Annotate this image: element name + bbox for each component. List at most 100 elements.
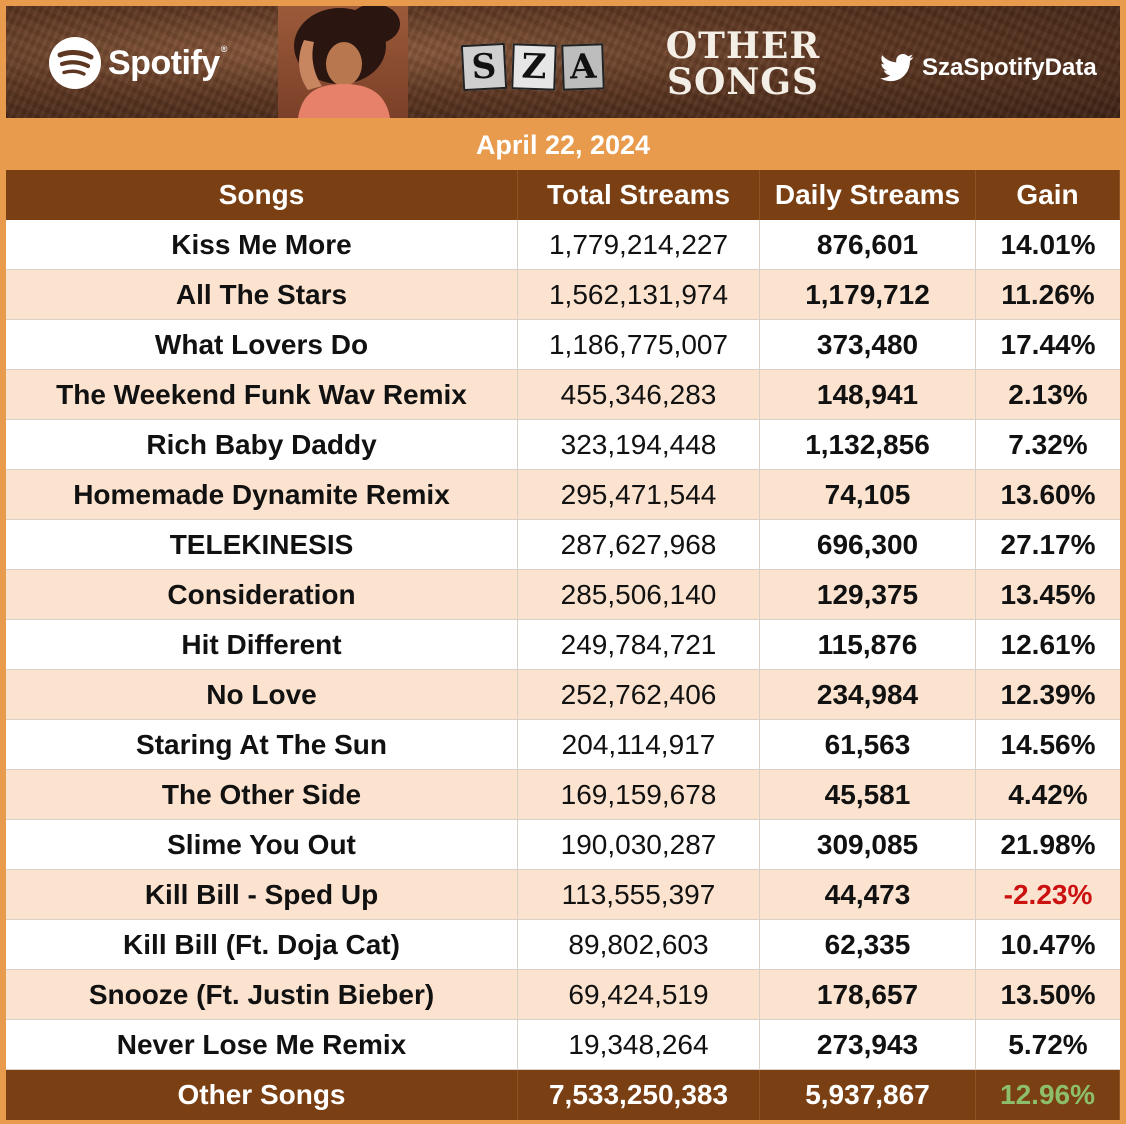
gain-cell: 12.39%	[976, 670, 1120, 720]
daily-streams-cell: 234,984	[760, 670, 976, 720]
total-streams-cell: 1,562,131,974	[518, 270, 760, 320]
column-header-gain: Gain	[976, 170, 1120, 220]
daily-streams-cell: 373,480	[760, 320, 976, 370]
artist-silhouette	[294, 6, 400, 118]
song-cell: Homemade Dynamite Remix	[6, 470, 518, 520]
table-row: Rich Baby Daddy 323,194,448 1,132,856 7.32%	[6, 420, 1120, 470]
gain-cell: 21.98%	[976, 820, 1120, 870]
banner-title: OTHER SONGS	[656, 28, 830, 100]
sza-logo: S Z A	[460, 42, 605, 92]
daily-streams-cell: 148,941	[760, 370, 976, 420]
daily-streams-cell: 1,132,856	[760, 420, 976, 470]
table-row: Kiss Me More 1,779,214,227 876,601 14.01%	[6, 220, 1120, 270]
daily-streams-cell: 129,375	[760, 570, 976, 620]
gain-cell: 14.56%	[976, 720, 1120, 770]
song-cell: Kill Bill (Ft. Doja Cat)	[6, 920, 518, 970]
daily-streams-cell: 115,876	[760, 620, 976, 670]
logo-letter-a: A	[561, 43, 605, 91]
daily-streams-cell: 273,943	[760, 1020, 976, 1070]
gain-cell: 2.13%	[976, 370, 1120, 420]
table-row: Kill Bill (Ft. Doja Cat) 89,802,603 62,335…	[6, 920, 1120, 970]
twitter-handle: SzaSpotifyData	[922, 54, 1097, 81]
daily-streams-cell: 62,335	[760, 920, 976, 970]
spotify-wordmark: Spotify®	[108, 43, 227, 82]
gain-cell: -2.23%	[976, 870, 1120, 920]
table-row: Staring At The Sun 204,114,917 61,563 14.56…	[6, 720, 1120, 770]
song-cell: No Love	[6, 670, 518, 720]
footer-song: Other Songs	[6, 1070, 518, 1120]
total-streams-cell: 190,030,287	[518, 820, 760, 870]
column-header-daily-streams: Daily Streams	[760, 170, 976, 220]
total-streams-cell: 1,779,214,227	[518, 220, 760, 270]
gain-cell: 27.17%	[976, 520, 1120, 570]
song-cell: Never Lose Me Remix	[6, 1020, 518, 1070]
total-streams-cell: 249,784,721	[518, 620, 760, 670]
gain-cell: 13.45%	[976, 570, 1120, 620]
gain-cell: 4.42%	[976, 770, 1120, 820]
song-cell: The Weekend Funk Wav Remix	[6, 370, 518, 420]
table-row: Consideration 285,506,140 129,375 13.45%	[6, 570, 1120, 620]
logo-letter-s: S	[460, 42, 508, 92]
footer-daily-streams: 5,937,867	[760, 1070, 976, 1120]
daily-streams-cell: 309,085	[760, 820, 976, 870]
table-row: Kill Bill - Sped Up 113,555,397 44,473 -2.2…	[6, 870, 1120, 920]
banner-title-line2: SONGS	[666, 61, 819, 103]
gain-cell: 17.44%	[976, 320, 1120, 370]
gain-cell: 11.26%	[976, 270, 1120, 320]
twitter-bird-icon	[880, 53, 914, 82]
daily-streams-cell: 61,563	[760, 720, 976, 770]
total-streams-cell: 169,159,678	[518, 770, 760, 820]
daily-streams-cell: 74,105	[760, 470, 976, 520]
table-body: Kiss Me More 1,779,214,227 876,601 14.01% Al…	[6, 220, 1120, 1070]
total-streams-cell: 89,802,603	[518, 920, 760, 970]
table-row: Never Lose Me Remix 19,348,264 273,943 5.72…	[6, 1020, 1120, 1070]
song-cell: The Other Side	[6, 770, 518, 820]
spotify-logo: Spotify®	[48, 36, 227, 90]
daily-streams-cell: 696,300	[760, 520, 976, 570]
daily-streams-cell: 876,601	[760, 220, 976, 270]
total-streams-cell: 19,348,264	[518, 1020, 760, 1070]
column-header-songs: Songs	[6, 170, 518, 220]
table-row: The Weekend Funk Wav Remix 455,346,283 148…	[6, 370, 1120, 420]
table-row: TELEKINESIS 287,627,968 696,300 27.17%	[6, 520, 1120, 570]
song-cell: All The Stars	[6, 270, 518, 320]
song-cell: Staring At The Sun	[6, 720, 518, 770]
daily-streams-cell: 1,179,712	[760, 270, 976, 320]
total-streams-cell: 252,762,406	[518, 670, 760, 720]
table-row: No Love 252,762,406 234,984 12.39%	[6, 670, 1120, 720]
table-row: The Other Side 169,159,678 45,581 4.42%	[6, 770, 1120, 820]
banner-title-line1: OTHER	[665, 25, 821, 67]
song-cell: Kiss Me More	[6, 220, 518, 270]
twitter-credit: SzaSpotifyData	[880, 53, 1097, 83]
table-header-row: Songs Total Streams Daily Streams Gain	[6, 170, 1120, 220]
total-streams-cell: 204,114,917	[518, 720, 760, 770]
gain-cell: 5.72%	[976, 1020, 1120, 1070]
table-row: Homemade Dynamite Remix 295,471,544 74,105…	[6, 470, 1120, 520]
gain-cell: 7.32%	[976, 420, 1120, 470]
header-banner: Spotify® S Z A OTHER SONGS SzaSpotifyD	[6, 6, 1120, 118]
table-row: All The Stars 1,562,131,974 1,179,712 11.26…	[6, 270, 1120, 320]
total-streams-cell: 285,506,140	[518, 570, 760, 620]
gain-cell: 13.50%	[976, 970, 1120, 1020]
song-cell: Consideration	[6, 570, 518, 620]
footer-total-streams: 7,533,250,383	[518, 1070, 760, 1120]
song-cell: Snooze (Ft. Justin Bieber)	[6, 970, 518, 1020]
song-cell: Hit Different	[6, 620, 518, 670]
daily-streams-cell: 45,581	[760, 770, 976, 820]
song-cell: Slime You Out	[6, 820, 518, 870]
song-cell: What Lovers Do	[6, 320, 518, 370]
logo-letter-z: Z	[511, 43, 557, 91]
total-streams-cell: 323,194,448	[518, 420, 760, 470]
gain-cell: 10.47%	[976, 920, 1120, 970]
table-row: Slime You Out 190,030,287 309,085 21.98%	[6, 820, 1120, 870]
table-footer-row: Other Songs 7,533,250,383 5,937,867 12.9…	[6, 1070, 1120, 1120]
total-streams-cell: 1,186,775,007	[518, 320, 760, 370]
song-cell: TELEKINESIS	[6, 520, 518, 570]
total-streams-cell: 455,346,283	[518, 370, 760, 420]
song-cell: Rich Baby Daddy	[6, 420, 518, 470]
song-cell: Kill Bill - Sped Up	[6, 870, 518, 920]
table-row: Snooze (Ft. Justin Bieber) 69,424,519 178,…	[6, 970, 1120, 1020]
gain-cell: 12.61%	[976, 620, 1120, 670]
daily-streams-cell: 44,473	[760, 870, 976, 920]
